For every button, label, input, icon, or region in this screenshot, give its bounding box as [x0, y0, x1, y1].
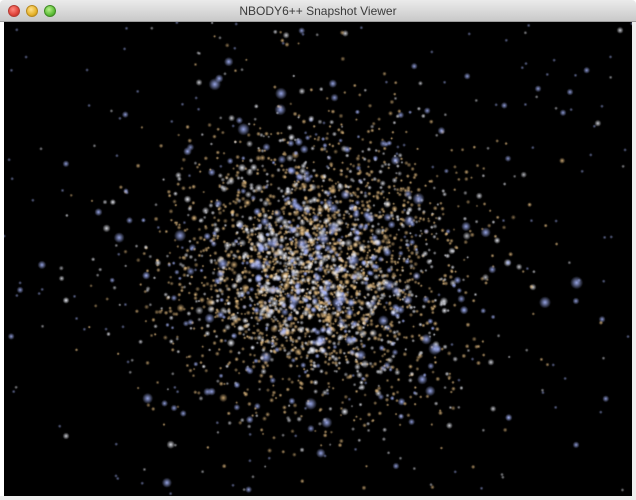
zoom-button[interactable]: [44, 5, 56, 17]
snapshot-viewport[interactable]: [4, 22, 632, 496]
star-cluster-canvas[interactable]: [4, 22, 632, 496]
title-bar[interactable]: NBODY6++ Snapshot Viewer: [0, 0, 636, 22]
window-title: NBODY6++ Snapshot Viewer: [239, 4, 397, 18]
window-edge-right: [632, 22, 636, 500]
minimize-button[interactable]: [26, 5, 38, 17]
window-edge-bottom: [0, 496, 636, 500]
close-button[interactable]: [8, 5, 20, 17]
